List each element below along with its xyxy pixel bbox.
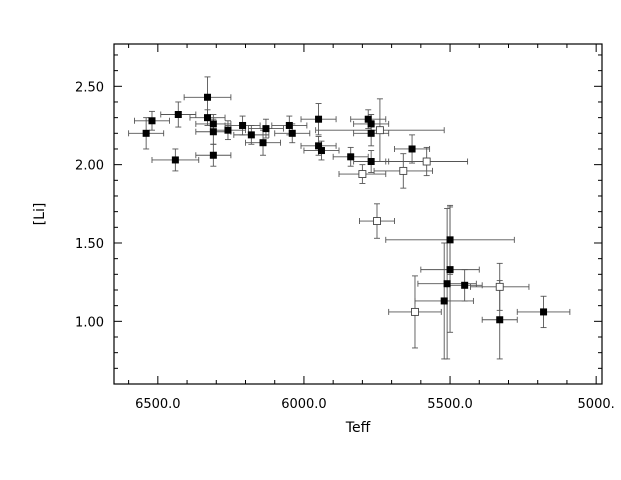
data-point-filled-square	[317, 147, 325, 155]
data-point-filled-square	[315, 115, 323, 123]
axis-tick-labels: 6500.0 6000.0 5500.0 5000. 1.00 1.50 2.00 2.50	[75, 80, 615, 412]
data-point-open-square	[373, 217, 381, 226]
plot-frame	[113, 43, 603, 385]
error-bars	[128, 76, 571, 360]
data-point-filled-square	[204, 114, 212, 122]
data-point-filled-square	[367, 129, 375, 137]
data-point-filled-square	[285, 121, 293, 129]
data-point-filled-square	[142, 129, 150, 137]
data-point-open-square	[411, 307, 419, 316]
data-point-filled-square	[224, 126, 232, 134]
data-point-filled-square	[315, 142, 323, 150]
data-points	[142, 93, 548, 324]
data-point-filled-square	[259, 139, 267, 147]
data-point-filled-square	[204, 93, 212, 101]
data-point-filled-square	[148, 117, 156, 125]
y-tick-label: 2.50	[75, 80, 104, 95]
data-point-open-square	[422, 157, 431, 166]
data-point-open-square	[358, 170, 367, 178]
data-point-open-square	[495, 282, 504, 291]
data-point-filled-square	[540, 308, 548, 316]
y-tick-label: 1.50	[75, 237, 104, 252]
data-point-filled-square	[209, 151, 217, 159]
x-axis-label: Teff	[345, 420, 371, 436]
data-point-filled-square	[209, 120, 217, 128]
data-point-filled-square	[496, 316, 504, 324]
data-point-filled-square	[367, 120, 375, 128]
y-tick-label: 2.00	[75, 159, 104, 174]
x-tick-label: 5500.0	[427, 397, 473, 412]
data-point-open-square	[375, 126, 384, 135]
data-point-filled-square	[408, 145, 416, 153]
x-tick-label: 5000.	[578, 397, 615, 412]
data-point-filled-square	[347, 153, 355, 161]
data-point-filled-square	[288, 129, 296, 137]
y-tick-label: 1.00	[75, 315, 104, 330]
axis-ticks	[114, 44, 602, 384]
data-point-filled-square	[461, 281, 469, 289]
data-point-filled-square	[446, 236, 454, 244]
data-point-filled-square	[209, 128, 217, 136]
data-point-filled-square	[239, 121, 247, 129]
data-point-open-square	[399, 166, 408, 175]
y-axis-label: [Li]	[32, 203, 48, 226]
data-point-filled-square	[367, 158, 375, 166]
data-point-filled-square	[440, 297, 448, 305]
x-tick-label: 6000.0	[281, 397, 327, 412]
data-point-filled-square	[171, 156, 179, 164]
data-point-filled-square	[443, 280, 451, 288]
data-point-filled-square	[262, 125, 270, 133]
data-point-filled-square	[364, 115, 372, 123]
data-point-filled-square	[174, 111, 182, 119]
data-point-filled-square	[247, 131, 255, 139]
x-tick-label: 6500.0	[135, 397, 181, 412]
data-point-filled-square	[446, 266, 454, 274]
